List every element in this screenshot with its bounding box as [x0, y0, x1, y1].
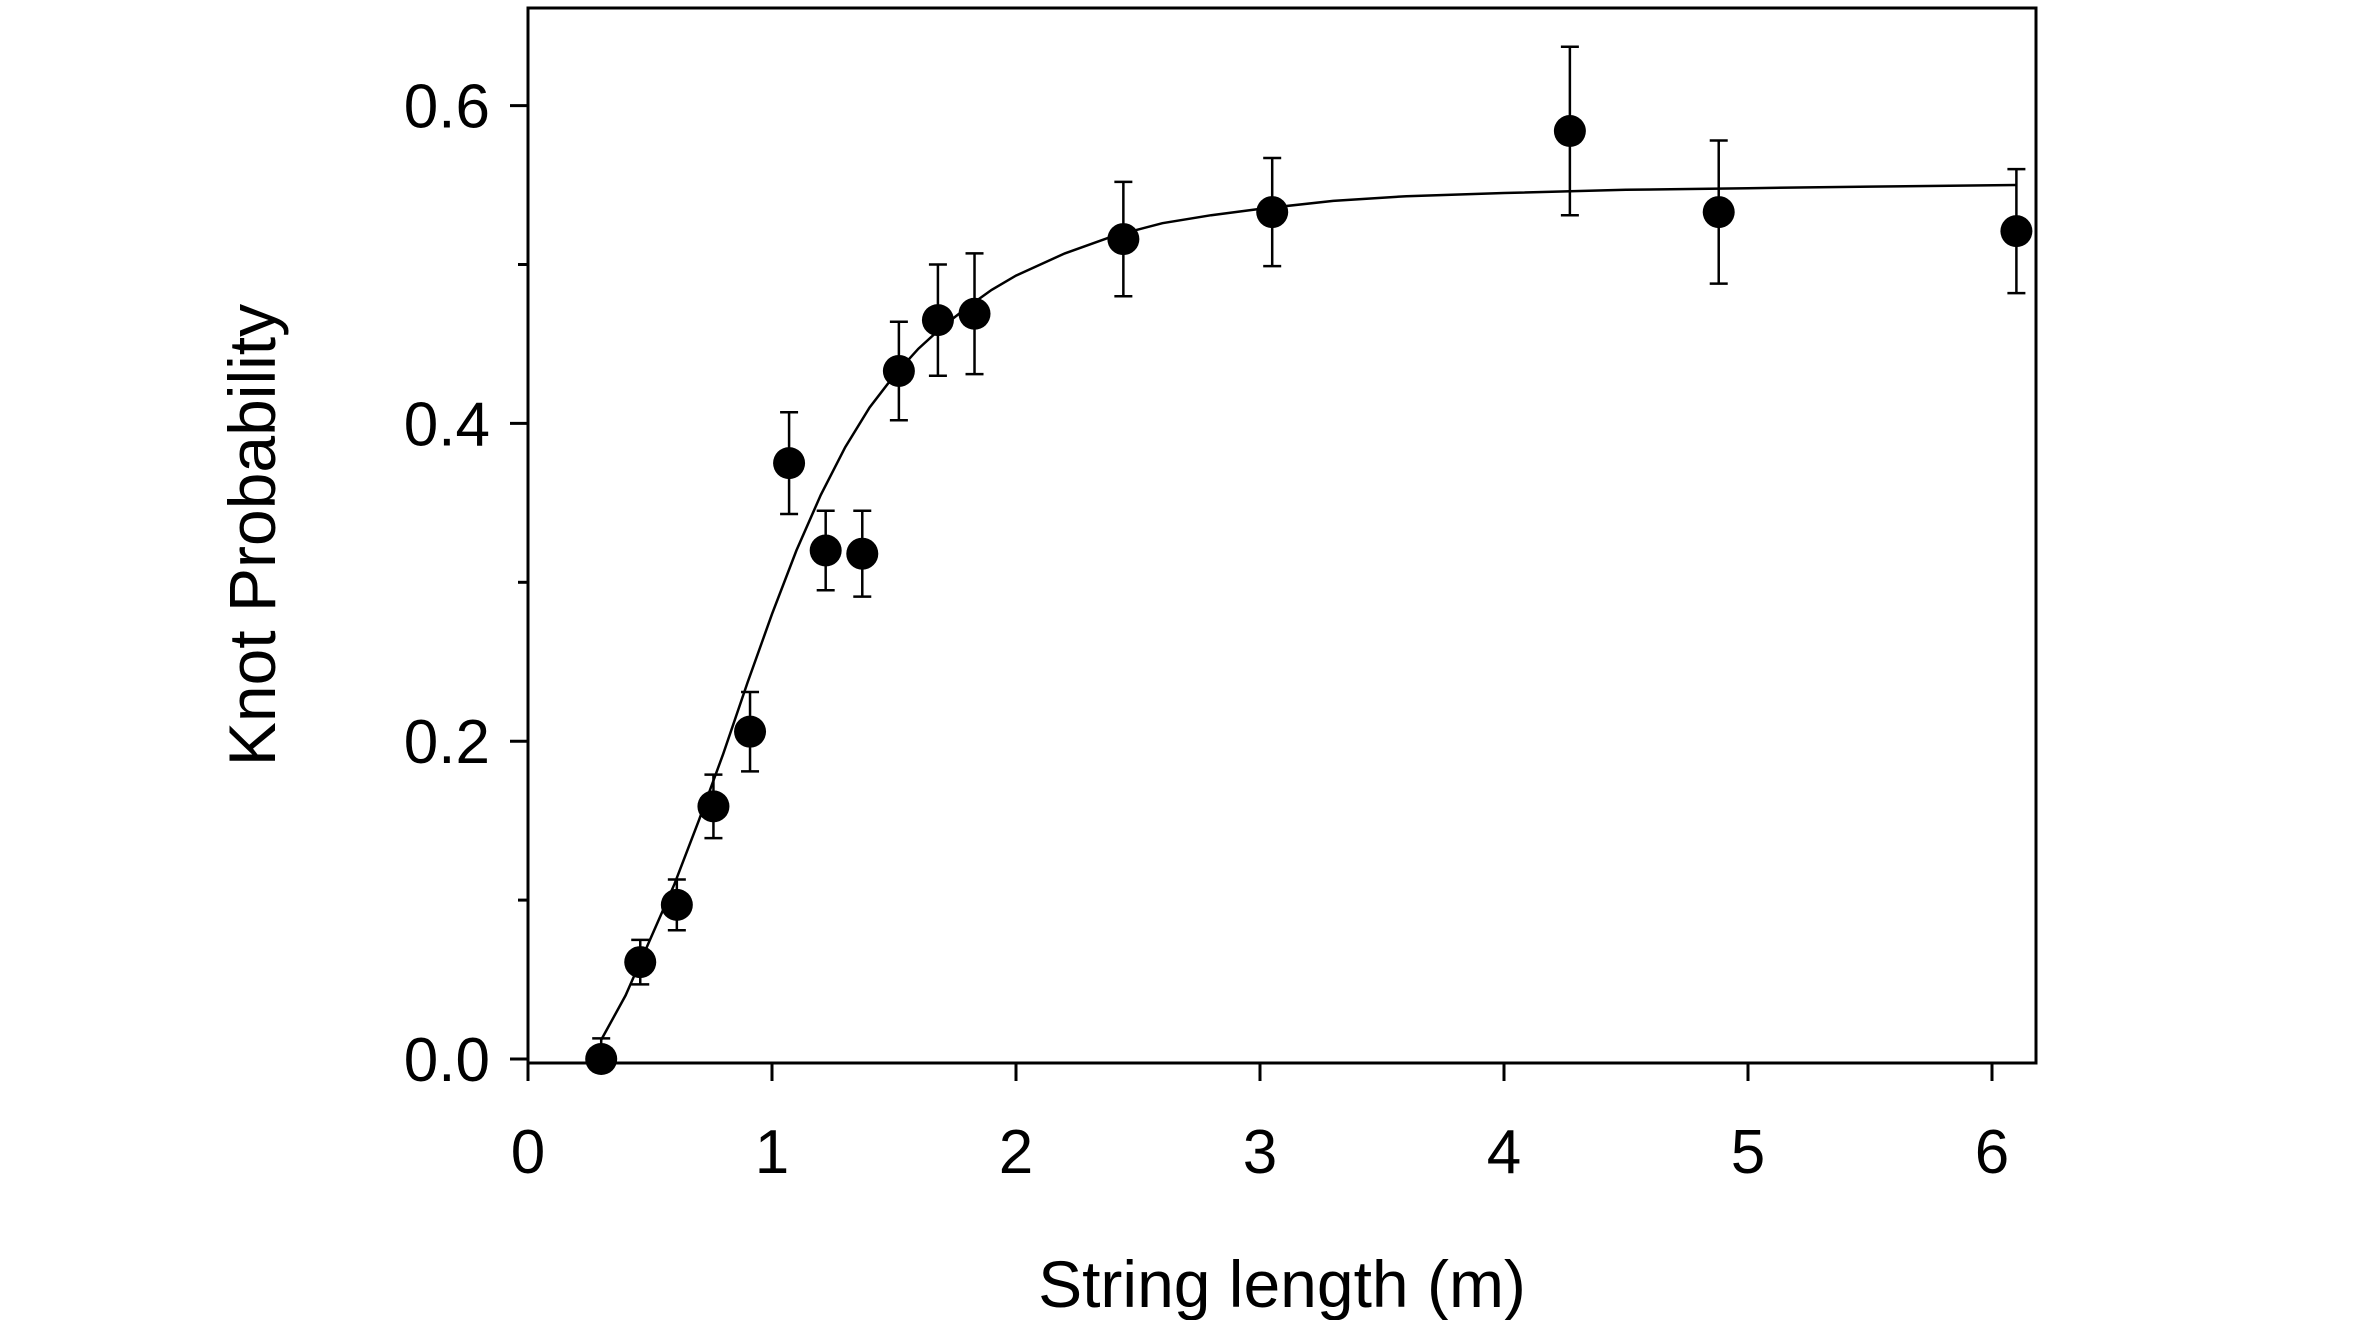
- y-tick-label: 0.0: [404, 1026, 490, 1095]
- y-tick-label: 0.4: [404, 390, 490, 459]
- x-tick-label: 0: [511, 1118, 545, 1187]
- data-point: [921, 304, 954, 337]
- x-tick-label: 4: [1487, 1118, 1521, 1187]
- x-tick-label: 5: [1731, 1118, 1765, 1187]
- data-point: [958, 297, 991, 330]
- x-tick-label: 2: [999, 1118, 1033, 1187]
- fit-curve: [600, 183, 2017, 1041]
- x-axis-title: String length (m): [1038, 1247, 1526, 1320]
- data-point: [1256, 196, 1289, 229]
- data-point: [660, 888, 693, 921]
- data-point: [734, 715, 767, 748]
- data-point: [1107, 223, 1140, 256]
- data-point: [697, 790, 730, 823]
- x-axis-ticks: 0 1 2 3 4 5 6: [511, 1063, 2009, 1187]
- data-point: [846, 537, 879, 570]
- data-point: [624, 946, 657, 979]
- error-bars: [592, 45, 2026, 1061]
- y-axis-title: Knot Probability: [215, 304, 289, 766]
- data-point: [809, 534, 842, 567]
- x-tick-label: 1: [755, 1118, 789, 1187]
- plot-frame: [526, 6, 2038, 1065]
- data-point: [1553, 115, 1586, 148]
- y-tick-label: 0.2: [404, 708, 490, 777]
- data-point: [2000, 215, 2033, 248]
- y-tick-label: 0.6: [404, 73, 490, 142]
- x-tick-label: 6: [1975, 1118, 2009, 1187]
- data-points: [585, 115, 2033, 1075]
- x-tick-label: 3: [1243, 1118, 1277, 1187]
- data-point: [585, 1043, 618, 1075]
- y-axis-ticks: 0.0 0.2 0.4 0.6: [404, 73, 528, 1095]
- data-point: [1702, 196, 1735, 229]
- data-point: [882, 354, 915, 387]
- data-point: [773, 447, 806, 480]
